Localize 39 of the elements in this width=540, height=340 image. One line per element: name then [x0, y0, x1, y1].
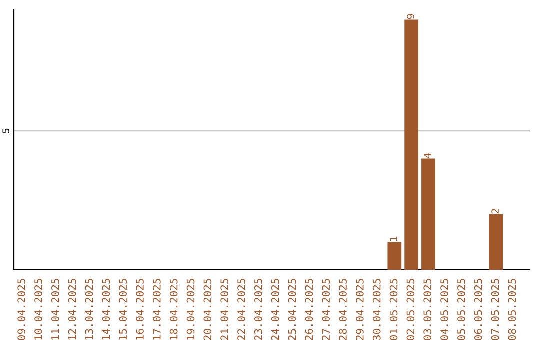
x-tick-label: 11.04.2025	[51, 279, 60, 340]
x-tick-label: 13.04.2025	[85, 279, 94, 340]
x-tick-label: 16.04.2025	[136, 279, 144, 340]
bar	[489, 214, 504, 270]
x-tick-label: 07.05.2025	[491, 279, 500, 340]
x-tick-label: 19.04.2025	[186, 279, 195, 340]
x-tick-label: 04.05.2025	[440, 279, 448, 340]
x-tick-label: 26.04.2025	[305, 279, 314, 340]
bar	[404, 20, 419, 270]
x-tick-label: 25.04.2025	[288, 279, 296, 340]
x-tick-label: 24.04.2025	[271, 279, 280, 340]
data-label: 2	[492, 209, 499, 214]
x-tick-label: 23.04.2025	[254, 279, 262, 340]
x-tick-label: 02.05.2025	[406, 279, 415, 340]
data-label: 9	[407, 14, 414, 20]
bar	[388, 242, 402, 270]
x-tick-label: 14.04.2025	[102, 279, 110, 340]
x-tick-label: 22.04.2025	[238, 279, 246, 340]
x-tick-label: 30.04.2025	[372, 279, 381, 340]
x-tick-label: 28.04.2025	[339, 279, 347, 340]
x-tick-label: 10.04.2025	[34, 279, 42, 340]
x-tick-label: 29.04.2025	[356, 279, 364, 340]
x-tick-label: 01.05.2025	[390, 279, 398, 340]
bar	[422, 158, 436, 270]
y-tick-label: 5	[2, 128, 10, 134]
x-tick-label: 09.04.2025	[18, 279, 26, 340]
x-tick-label: 15.04.2025	[119, 279, 128, 340]
x-tick-label: 20.04.2025	[204, 279, 212, 340]
data-label: 4	[424, 153, 432, 158]
x-tick-label: 03.05.2025	[424, 279, 432, 340]
x-tick-label: 17.04.2025	[152, 279, 161, 340]
data-label: 1	[390, 236, 398, 242]
x-tick-label: 21.04.2025	[220, 279, 229, 340]
x-tick-label: 18.04.2025	[170, 279, 178, 340]
x-tick-label: 05.05.2025	[458, 279, 466, 340]
x-tick-label: 06.05.2025	[474, 279, 482, 340]
x-tick-label: 12.04.2025	[68, 279, 76, 340]
x-tick-label: 08.05.2025	[508, 279, 516, 340]
x-tick-label: 27.04.2025	[322, 279, 330, 340]
